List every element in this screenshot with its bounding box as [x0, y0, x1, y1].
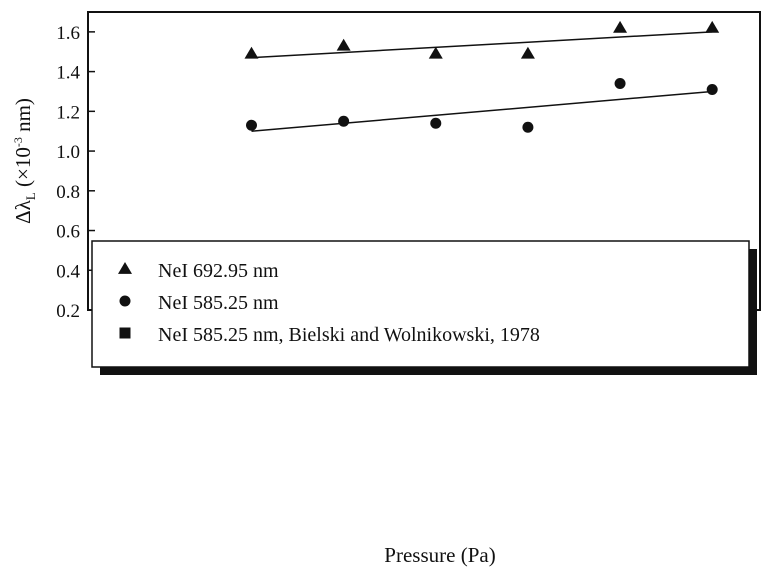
- y-tick-label-0.6: 0.6: [56, 222, 80, 243]
- y-tick-label-1.4: 1.4: [56, 63, 80, 84]
- y-tick-label-1.2: 1.2: [56, 102, 80, 123]
- y-axis-title-close: nm): [11, 98, 35, 137]
- y-axis-title-sup: -3: [11, 137, 25, 147]
- point-series-1-3: [428, 46, 443, 59]
- y-tick-label-1.6: 1.6: [56, 23, 80, 44]
- y-tick-label-0.2: 0.2: [56, 301, 80, 322]
- y-tick-label-0.4: 0.4: [56, 261, 80, 282]
- legend-box: [91, 240, 750, 368]
- legend-label-3: NeI 585.25 nm, Bielski and Wolnikowski, …: [158, 324, 540, 346]
- point-series-1-2: [336, 38, 351, 51]
- point-series-2-4: [522, 121, 534, 133]
- fit-line-series-2: [251, 90, 713, 132]
- point-series-1-5: [613, 20, 628, 33]
- y-axis-title-sub: L: [23, 192, 38, 200]
- point-series-2-3: [430, 117, 442, 129]
- y-tick-label-0.8: 0.8: [56, 182, 80, 203]
- y-axis-title-open: (×10: [11, 147, 35, 192]
- y-tick-label-1.0: 1.0: [56, 142, 80, 163]
- point-series-1-4: [520, 46, 535, 59]
- point-series-1-1: [244, 46, 259, 59]
- legend-marker-1: [118, 262, 132, 274]
- x-axis-title: Pressure (Pa): [384, 543, 495, 567]
- legend-marker-2: [119, 295, 131, 307]
- y-axis-title: ΔλL (×10-3 nm): [11, 98, 38, 224]
- fit-line-series-1: [251, 31, 713, 59]
- point-series-2-2: [338, 115, 350, 127]
- y-axis-title-main: Δλ: [11, 199, 35, 224]
- legend-marker-3: [119, 327, 131, 339]
- point-series-2-6: [706, 83, 718, 95]
- point-series-2-5: [614, 78, 626, 90]
- legend-label-1: NeI 692.95 nm: [158, 260, 279, 282]
- legend-label-2: NeI 585.25 nm: [158, 292, 279, 314]
- legend: NeI 692.95 nm NeI 585.25 nm NeI 585.25 nm,…: [91, 240, 757, 375]
- point-series-2-1: [245, 119, 257, 131]
- point-series-1-6: [705, 20, 720, 33]
